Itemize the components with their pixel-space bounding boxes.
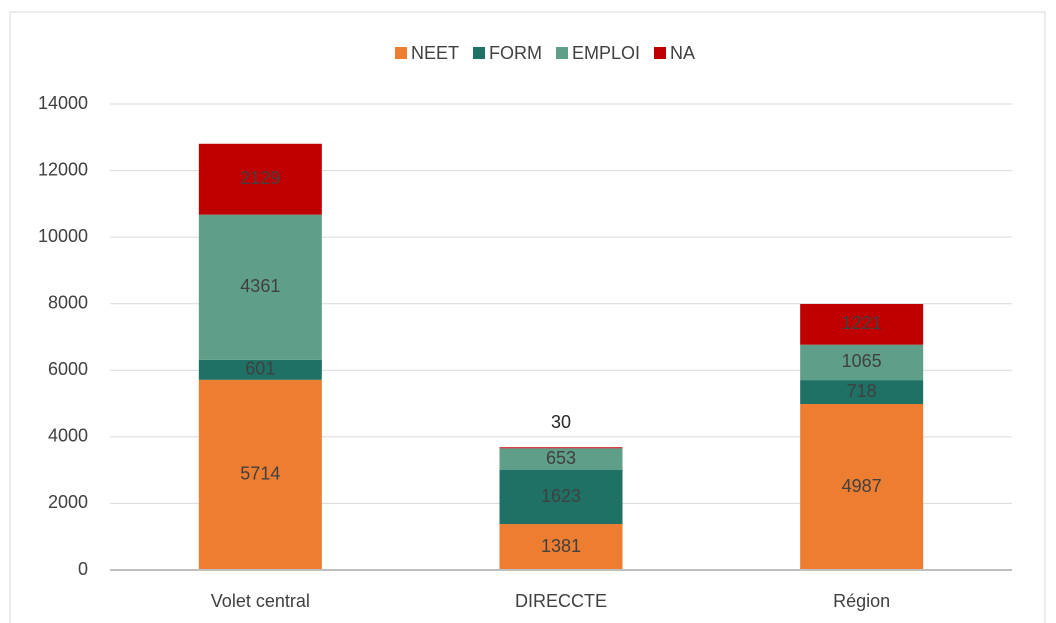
bar-segment [198,214,322,360]
data-label: 5714 [240,464,280,484]
legend-swatch [654,47,667,59]
data-label: 30 [551,412,571,432]
x-tick-label: Volet central [211,591,310,611]
bar-segment [198,359,322,380]
x-tick-label: DIRECCTE [515,591,607,611]
y-tick-label: 12000 [38,159,88,179]
bar-segment [499,470,623,525]
x-tick-label: Région [833,591,890,611]
data-label: 1381 [541,536,581,556]
data-label: 653 [546,448,576,468]
y-tick-label: 8000 [48,292,88,312]
data-label: 1623 [541,486,581,506]
y-tick-label: 10000 [38,226,88,246]
legend-label: EMPLOI [572,43,640,63]
legend-label: NEET [411,43,459,63]
y-tick-label: 0 [78,559,88,579]
legend-swatch [394,47,407,59]
legend-label: FORM [489,43,542,63]
bar-segment [800,380,924,405]
bar-segment [499,448,623,471]
bar-segment [499,524,623,570]
bar-segment [198,143,322,215]
y-tick-label: 6000 [48,359,88,379]
bar-segment [198,379,322,570]
data-label: 1065 [842,351,882,371]
bar-segment [800,304,924,345]
data-label: 601 [245,359,275,379]
bar-segment [499,447,623,449]
y-tick-label: 2000 [48,492,88,512]
legend-swatch [555,47,568,59]
data-label: 4361 [240,276,280,296]
y-tick-label: 4000 [48,426,88,446]
data-label: 1221 [842,313,882,333]
data-label: 4987 [842,476,882,496]
bar-segment [800,404,924,570]
legend-label: NA [670,43,695,63]
data-label: 718 [847,381,877,401]
y-tick-label: 14000 [38,93,88,113]
data-label: 2129 [240,168,280,188]
bar-segment [800,344,924,381]
legend-swatch [472,47,485,59]
